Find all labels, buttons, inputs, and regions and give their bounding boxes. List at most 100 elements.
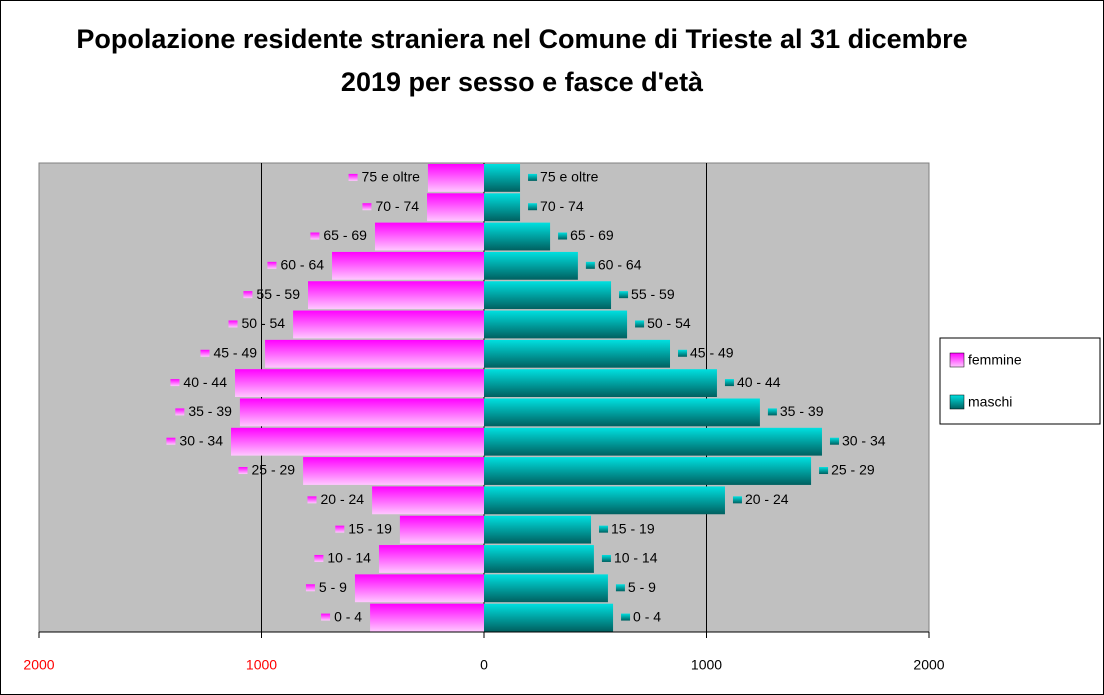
legend-key	[949, 352, 965, 368]
legend-label: femmine	[968, 352, 1022, 368]
bar-label-key	[310, 232, 320, 240]
bar-label: 25 - 29	[831, 462, 875, 478]
bar-label: 30 - 34	[842, 432, 886, 448]
bar	[372, 486, 484, 515]
bar-label: 55 - 59	[256, 286, 300, 302]
chart-title: Popolazione residente straniera nel Comu…	[76, 24, 968, 97]
bar	[374, 222, 484, 251]
bar-label-key	[362, 203, 372, 211]
bar	[484, 164, 521, 192]
bar-label: 55 - 59	[631, 286, 675, 302]
bar-label: 10 - 14	[327, 550, 371, 566]
bar-label-key	[175, 408, 185, 416]
bar-label-key	[348, 173, 358, 181]
bar-label-key	[528, 173, 538, 181]
legend-box	[939, 337, 1101, 425]
bar-label: 65 - 69	[570, 227, 614, 243]
bar-label-key	[601, 554, 611, 562]
bar	[484, 251, 578, 280]
bar	[293, 310, 484, 339]
bar	[427, 193, 484, 222]
bar-label: 5 - 9	[319, 579, 347, 595]
bar-label: 45 - 49	[213, 344, 257, 360]
bar	[427, 164, 484, 192]
bar-label-key	[238, 467, 248, 475]
bar-label: 45 - 49	[690, 344, 734, 360]
bar-label: 50 - 54	[242, 315, 286, 331]
bar-label-key	[307, 496, 317, 504]
bar	[484, 427, 822, 456]
bar-label-key	[599, 525, 609, 533]
bar-label-key	[528, 203, 538, 211]
bar-label-key	[635, 320, 645, 328]
bar	[370, 603, 484, 632]
bar-label-key	[732, 496, 742, 504]
bar	[484, 603, 614, 632]
bar	[354, 574, 484, 603]
bar-label-key	[243, 291, 253, 299]
bar-label: 20 - 24	[745, 491, 789, 507]
bar-label-key	[321, 613, 331, 621]
bar-label-key	[200, 349, 210, 357]
bar-label-key	[267, 261, 277, 269]
bar-label: 30 - 34	[179, 432, 223, 448]
x-tick-label: 2000	[913, 657, 944, 673]
x-tick-label: 1000	[246, 657, 277, 673]
legend-key	[949, 394, 965, 410]
bar-label: 75 e oltre	[540, 169, 599, 185]
legend-label: maschi	[968, 394, 1012, 410]
bar-label-key	[767, 408, 777, 416]
bar-label-key	[228, 320, 238, 328]
bar-label-key	[166, 437, 176, 445]
bar-label: 35 - 39	[780, 403, 824, 419]
bar	[303, 457, 484, 485]
bar	[484, 222, 551, 251]
bar	[484, 486, 725, 515]
bar	[235, 369, 484, 397]
bar	[484, 369, 717, 397]
bar-label-key	[170, 379, 180, 387]
bar-label: 40 - 44	[183, 374, 227, 390]
bar-label-key	[558, 232, 568, 240]
bar-label-key	[314, 554, 324, 562]
bar-label: 75 e oltre	[362, 169, 421, 185]
bar-label: 65 - 69	[323, 227, 367, 243]
bar-label-key	[305, 584, 315, 592]
bar-label: 10 - 14	[614, 550, 658, 566]
bar-label-key	[829, 437, 839, 445]
bar-label: 70 - 74	[375, 198, 419, 214]
bar	[484, 339, 671, 368]
bar	[231, 427, 484, 456]
x-tick-label: 1000	[691, 657, 722, 673]
bar-label: 60 - 64	[598, 257, 642, 273]
bar	[484, 193, 521, 222]
bar-label: 60 - 64	[280, 257, 324, 273]
bar	[484, 574, 608, 603]
bar	[332, 251, 484, 280]
bar-label: 0 - 4	[334, 608, 362, 624]
bar-label-key	[335, 525, 345, 533]
bar	[484, 545, 594, 573]
bar	[308, 281, 484, 310]
bar	[399, 515, 484, 544]
bar	[265, 339, 484, 368]
bar-label: 0 - 4	[633, 608, 661, 624]
bar-label: 40 - 44	[737, 374, 781, 390]
bar-label-key	[619, 291, 629, 299]
bar-label-key	[585, 261, 595, 269]
bar-label: 5 - 9	[628, 579, 656, 595]
bar	[239, 398, 484, 427]
bar-label-key	[678, 349, 688, 357]
bar-label: 15 - 19	[611, 520, 655, 536]
bar	[484, 281, 612, 310]
bar-label-key	[724, 379, 734, 387]
bar-label-key	[819, 467, 829, 475]
x-tick-label: 2000	[23, 657, 54, 673]
bar	[484, 457, 812, 485]
bar-label: 50 - 54	[647, 315, 691, 331]
bar-label: 70 - 74	[540, 198, 584, 214]
bar-label: 35 - 39	[188, 403, 232, 419]
bar	[484, 310, 628, 339]
bar	[484, 515, 592, 544]
